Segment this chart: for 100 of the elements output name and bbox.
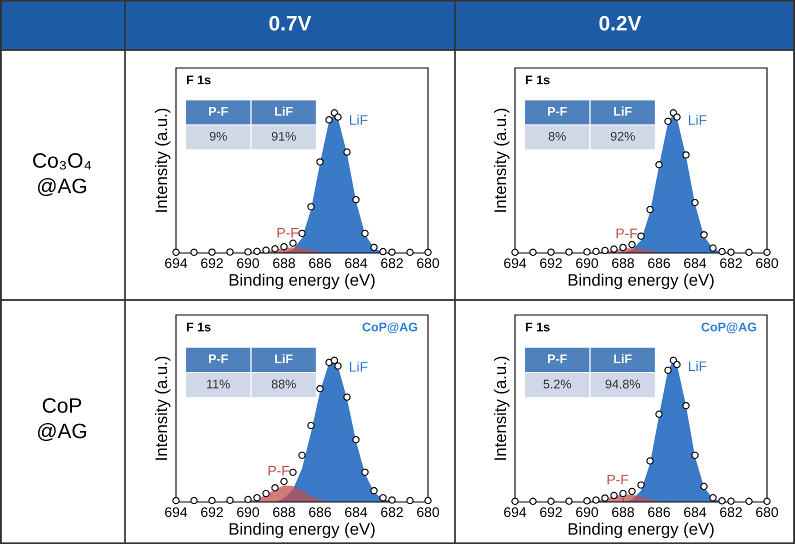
x-tick-label: 692 — [540, 507, 562, 518]
x-axis-title: Binding energy (eV) — [568, 522, 714, 538]
point — [244, 496, 252, 504]
point — [172, 496, 180, 504]
x-tick-label: 694 — [504, 258, 526, 268]
point — [565, 248, 573, 256]
y-axis-title: Intensity (a.u.) — [494, 108, 510, 212]
point — [244, 248, 252, 256]
series-label: P-F — [268, 466, 290, 476]
x-tick-label: 680 — [417, 258, 440, 268]
point — [601, 494, 609, 502]
point — [763, 248, 771, 256]
point — [271, 245, 279, 252]
point — [208, 248, 216, 256]
point — [511, 248, 519, 256]
point — [190, 248, 198, 256]
point — [172, 248, 180, 256]
x-tick-label: 684 — [684, 258, 706, 268]
point — [271, 484, 279, 492]
series-label: P-F — [616, 228, 638, 238]
point — [655, 161, 663, 168]
point — [529, 248, 537, 256]
point — [226, 496, 234, 504]
point — [361, 230, 369, 238]
annotation: LiF — [275, 106, 293, 116]
point — [307, 203, 315, 210]
x-tick-label: 686 — [648, 258, 670, 268]
x-tick-label: 686 — [309, 507, 331, 518]
x-tick-label: 694 — [165, 258, 188, 268]
annotation: 9% — [210, 132, 227, 141]
point — [388, 496, 396, 504]
x-tick-label: 684 — [345, 258, 368, 268]
point — [280, 478, 288, 486]
point — [352, 196, 360, 204]
x-tick-label: 692 — [201, 258, 223, 268]
point — [298, 452, 306, 459]
point — [610, 245, 618, 253]
x-tick-label: 688 — [273, 507, 295, 518]
point — [583, 248, 591, 256]
x-axis-title: Binding energy (eV) — [568, 274, 714, 290]
annotation: 91% — [272, 132, 296, 141]
text: CoP@AG — [701, 322, 756, 334]
series-label: LiF — [350, 362, 368, 372]
x-axis-title: Binding energy (eV) — [230, 274, 375, 290]
point — [691, 198, 699, 206]
point — [253, 248, 261, 255]
y-axis-title: Intensity (a.u.) — [154, 108, 170, 212]
point — [334, 113, 342, 121]
point — [727, 248, 735, 256]
point — [343, 393, 351, 401]
x-tick-label: 684 — [345, 507, 368, 518]
point — [583, 497, 591, 505]
x-axis-title: Binding energy (eV) — [230, 522, 375, 538]
annotation: 92% — [610, 132, 635, 141]
point — [637, 232, 645, 240]
annotation: P-F — [548, 107, 567, 116]
x-tick-label: 686 — [309, 258, 331, 268]
x-tick-label: 682 — [720, 507, 742, 518]
point — [646, 457, 654, 465]
point — [388, 248, 396, 256]
x-tick-label: 684 — [684, 507, 706, 518]
text: 0.2V — [599, 16, 642, 31]
point — [592, 248, 600, 256]
series-label: P-F — [278, 228, 298, 238]
text: F 1s — [526, 322, 550, 332]
point — [262, 490, 270, 498]
point — [610, 492, 618, 500]
series-label: LiF — [350, 114, 368, 125]
point — [379, 494, 387, 502]
series-label: LiF — [688, 114, 707, 125]
point — [628, 240, 636, 248]
point — [547, 498, 555, 505]
x-tick-label: 688 — [612, 258, 634, 268]
annotation: 8% — [548, 132, 566, 141]
point — [709, 244, 717, 252]
point — [190, 496, 198, 504]
x-tick-label: 680 — [417, 507, 440, 518]
point — [547, 248, 555, 256]
text: F 1s — [526, 76, 550, 84]
point — [226, 248, 234, 256]
point — [565, 497, 573, 505]
point — [745, 248, 753, 256]
series-label: LiF — [688, 360, 707, 372]
x-tick-label: 694 — [165, 507, 188, 518]
point — [709, 494, 717, 502]
annotation: LiF — [614, 354, 632, 364]
point — [691, 452, 699, 459]
y-axis-title: Intensity (a.u.) — [154, 356, 170, 460]
x-tick-label: 682 — [720, 258, 742, 268]
point — [718, 497, 726, 505]
point — [601, 246, 609, 254]
point — [664, 366, 672, 374]
point — [253, 494, 261, 502]
point — [352, 436, 360, 444]
x-tick-label: 690 — [576, 507, 598, 518]
point — [370, 486, 378, 494]
point — [682, 151, 690, 159]
point — [289, 240, 297, 247]
text: F 1s — [186, 76, 211, 84]
point — [298, 230, 306, 238]
